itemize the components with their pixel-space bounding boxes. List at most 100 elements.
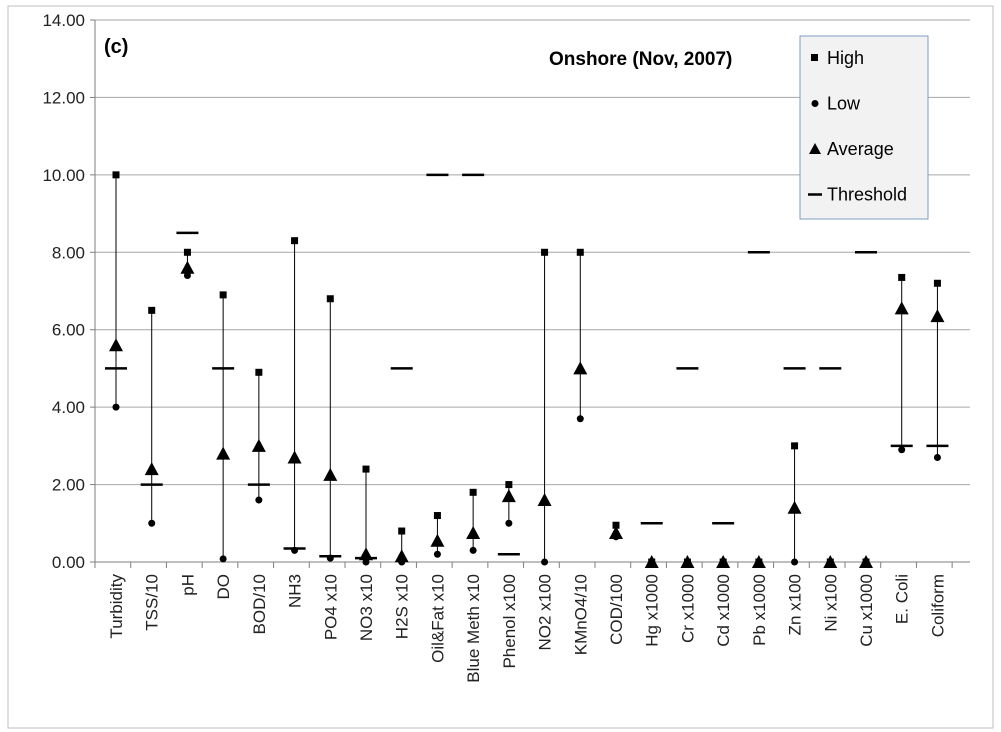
low-mark bbox=[469, 546, 477, 554]
x-tick-label: Hg x1000 bbox=[643, 574, 662, 647]
average-mark bbox=[573, 361, 588, 375]
x-tick-label: NO3 x10 bbox=[357, 574, 376, 641]
average-mark bbox=[644, 555, 659, 568]
legend-label-average: Average bbox=[827, 139, 894, 159]
high-mark bbox=[576, 248, 584, 256]
high-mark bbox=[541, 248, 549, 256]
x-tick-label: Ni x100 bbox=[821, 574, 840, 632]
high-mark bbox=[933, 279, 941, 287]
x-tick-label: Cr x1000 bbox=[678, 574, 697, 643]
average-mark bbox=[287, 450, 302, 464]
average-mark bbox=[359, 547, 373, 561]
gridlines bbox=[90, 19, 970, 568]
x-tick-label: DO bbox=[214, 574, 233, 600]
low-mark bbox=[898, 446, 906, 454]
high-mark bbox=[469, 488, 477, 496]
x-tick-label: pH bbox=[178, 574, 197, 596]
x-axis-ticks: Turbidity TSS/10 pH DO BOD/10 NH3 PO4 x10 NO3 x… bbox=[107, 574, 947, 683]
high-mark bbox=[362, 465, 370, 473]
low-mark bbox=[541, 558, 549, 566]
average-mark bbox=[859, 555, 873, 568]
average-mark bbox=[537, 493, 552, 507]
low-mark bbox=[291, 546, 299, 554]
average-mark bbox=[323, 467, 338, 481]
y-tick-label: 8.00 bbox=[52, 243, 85, 262]
x-tick-label: NH3 bbox=[286, 574, 305, 608]
chart-title: Onshore (Nov, 2007) bbox=[549, 49, 732, 70]
high-mark bbox=[433, 512, 441, 520]
average-mark bbox=[823, 555, 838, 568]
x-tick-label: Phenol x100 bbox=[500, 574, 519, 669]
x-tick-label: Cd x1000 bbox=[714, 574, 733, 647]
high-mark bbox=[791, 442, 799, 450]
legend-low-icon bbox=[811, 100, 819, 107]
legend-average-icon bbox=[809, 143, 821, 154]
y-axis-ticks: 0.00 2.00 4.00 6.00 8.00 10.00 12.00 14.00 bbox=[42, 11, 85, 572]
data-marks bbox=[105, 171, 949, 568]
low-mark bbox=[255, 496, 263, 504]
legend-label-high: High bbox=[827, 48, 864, 68]
high-mark bbox=[398, 527, 406, 535]
low-mark bbox=[148, 519, 156, 527]
y-tick-label: 4.00 bbox=[52, 398, 85, 417]
average-mark bbox=[501, 489, 516, 503]
high-mark bbox=[255, 368, 263, 376]
low-mark bbox=[219, 555, 227, 563]
low-mark bbox=[433, 550, 441, 558]
x-tick-label: Zn x100 bbox=[786, 574, 805, 635]
y-tick-label: 6.00 bbox=[52, 321, 85, 340]
low-mark bbox=[933, 453, 941, 461]
high-mark bbox=[112, 171, 120, 179]
x-tick-label: E. Coli bbox=[893, 574, 912, 624]
x-tick-label: PO4 x10 bbox=[321, 574, 340, 640]
average-mark bbox=[751, 555, 766, 568]
average-mark bbox=[930, 309, 945, 323]
average-mark bbox=[144, 462, 159, 476]
low-mark bbox=[791, 558, 799, 566]
x-tick-label: Oil&Fat x10 bbox=[428, 574, 447, 663]
average-mark bbox=[716, 555, 731, 568]
average-mark bbox=[394, 549, 409, 563]
average-mark bbox=[430, 533, 445, 547]
average-mark bbox=[109, 338, 123, 352]
average-mark bbox=[609, 525, 623, 539]
legend-high-icon bbox=[811, 54, 818, 61]
high-mark bbox=[505, 481, 513, 489]
x-tick-label: COD/100 bbox=[607, 574, 626, 645]
x-tick-label: TSS/10 bbox=[143, 574, 162, 631]
low-mark bbox=[505, 519, 513, 527]
x-tick-label: Blue Meth x10 bbox=[464, 574, 483, 683]
high-mark bbox=[898, 273, 906, 281]
low-mark bbox=[576, 415, 584, 423]
y-tick-label: 2.00 bbox=[52, 476, 85, 495]
high-mark bbox=[291, 237, 299, 245]
legend-label-threshold: Threshold bbox=[827, 185, 907, 205]
low-mark bbox=[112, 403, 120, 411]
x-tick-label: Cu x1000 bbox=[857, 574, 876, 647]
chart-legend: High Low Average Threshold bbox=[799, 35, 929, 220]
y-tick-label: 14.00 bbox=[42, 11, 85, 30]
high-mark bbox=[148, 306, 156, 314]
y-tick-label: 10.00 bbox=[42, 166, 85, 185]
high-mark bbox=[219, 291, 227, 299]
average-mark bbox=[787, 500, 802, 514]
x-tick-label: Coliform bbox=[928, 574, 947, 637]
average-mark bbox=[894, 301, 909, 315]
average-mark bbox=[466, 525, 481, 539]
average-mark bbox=[216, 446, 231, 460]
y-tick-label: 12.00 bbox=[42, 88, 85, 107]
average-mark bbox=[180, 260, 195, 274]
average-mark bbox=[680, 555, 695, 568]
panel-label: (c) bbox=[104, 36, 128, 58]
x-tick-label: Pb x1000 bbox=[750, 574, 769, 646]
legend-label-low: Low bbox=[827, 94, 861, 114]
x-tick-label: BOD/10 bbox=[250, 574, 269, 634]
high-mark bbox=[612, 521, 620, 529]
y-tick-label: 0.00 bbox=[52, 553, 85, 572]
low-mark bbox=[326, 554, 334, 562]
x-tick-label: KMnO4/10 bbox=[571, 574, 590, 655]
x-tick-label: H2S x10 bbox=[393, 574, 412, 639]
high-mark bbox=[183, 248, 191, 256]
x-tick-label: NO2 x100 bbox=[536, 574, 555, 651]
